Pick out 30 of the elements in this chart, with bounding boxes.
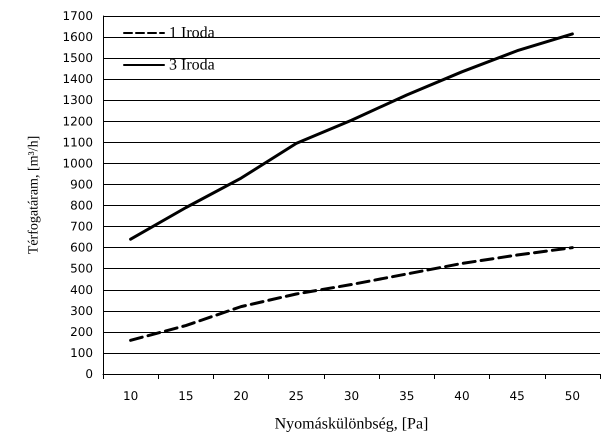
x-tick-label: 45 [510, 389, 525, 403]
y-tick-label: 0 [85, 367, 93, 381]
y-tick-label: 1400 [62, 72, 93, 86]
y-tick-label: 300 [70, 304, 93, 318]
y-tick-label: 700 [70, 220, 93, 234]
x-axis-title: Nyomáskülönbség, [Pa] [274, 416, 428, 432]
y-tick-label: 500 [70, 262, 93, 276]
y-tick-label: 1100 [62, 135, 93, 150]
y-tick-label: 800 [70, 198, 93, 213]
y-tick-label: 600 [70, 240, 93, 255]
y-tick-label: 1300 [62, 93, 93, 108]
y-tick-label: 100 [70, 346, 93, 360]
y-tick-label: 1700 [62, 9, 93, 23]
x-tick-label: 35 [399, 389, 414, 403]
x-tick-label: 10 [122, 389, 138, 403]
y-tick-label: 1500 [62, 51, 93, 66]
x-tick-label: 50 [564, 389, 580, 403]
x-tick-label: 30 [344, 389, 360, 403]
y-tick-label: 1200 [62, 114, 93, 128]
x-tick-label: 40 [454, 389, 470, 403]
x-tick-label: 25 [288, 389, 304, 403]
y-tick-label: 200 [70, 324, 93, 339]
y-tick-label: 1600 [62, 30, 93, 44]
y-axis-title: Térfogatáram, [m³/h] [26, 136, 42, 254]
y-tick-label: 1000 [62, 156, 93, 170]
y-tick-label: 900 [70, 177, 93, 192]
legend-label: 3 Iroda [169, 56, 215, 74]
x-tick-label: 15 [178, 389, 194, 403]
x-tick-label: 20 [233, 389, 249, 403]
y-tick-label: 400 [70, 282, 93, 297]
